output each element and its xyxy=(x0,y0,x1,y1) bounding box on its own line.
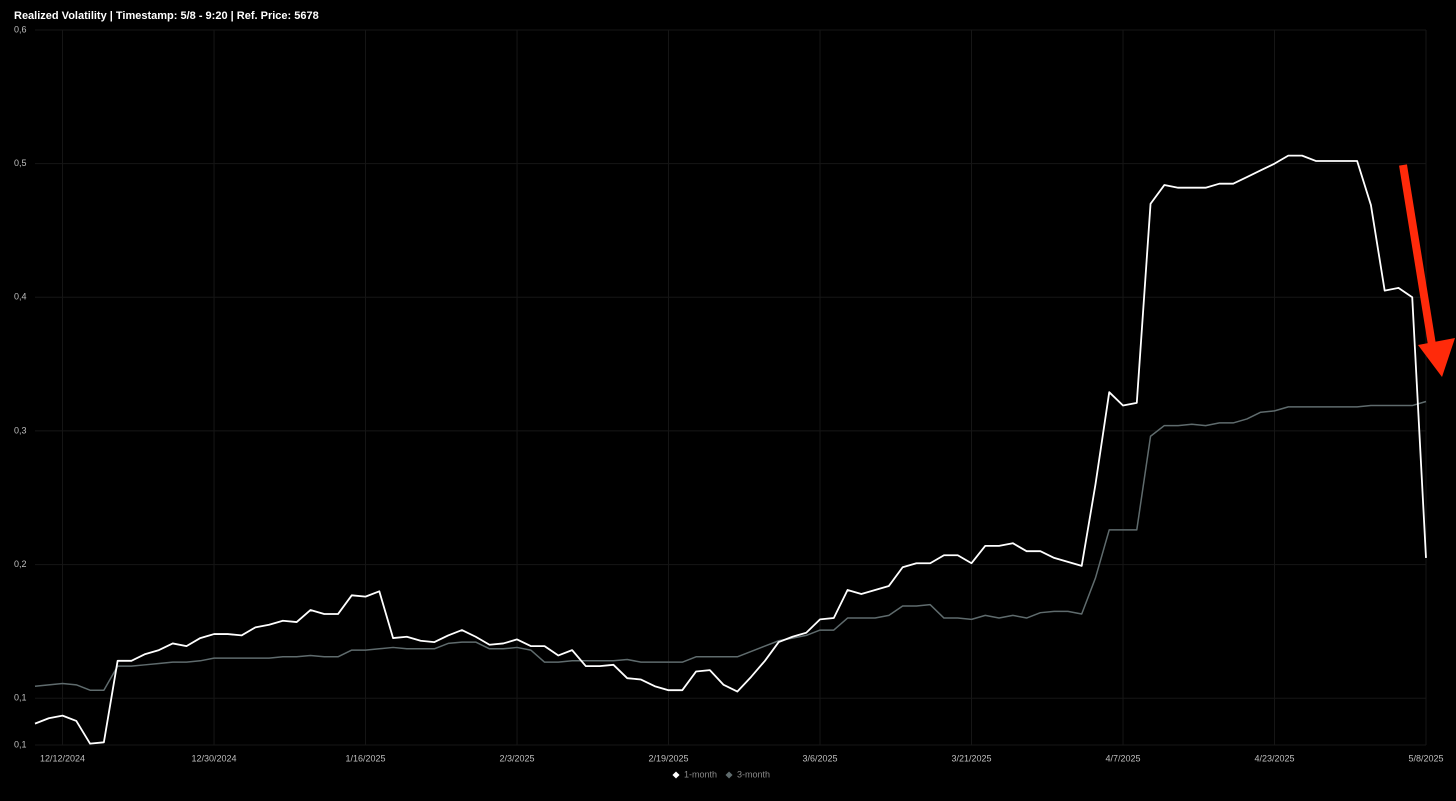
y-tick-label: 0,5 xyxy=(14,158,27,168)
legend-marker xyxy=(725,771,733,779)
annotation-arrow xyxy=(1399,164,1455,377)
x-tick-label: 3/21/2025 xyxy=(951,753,991,763)
x-tick-label: 1/16/2025 xyxy=(346,753,386,763)
series-line xyxy=(34,154,1427,745)
legend: 1-month 3-month xyxy=(672,769,770,779)
grid xyxy=(35,29,1427,746)
y-tick-label: 0,1 xyxy=(14,693,27,703)
y-tick-label: 0,4 xyxy=(14,292,27,302)
y-tick-label: 0,2 xyxy=(14,559,27,569)
arrow-shaft xyxy=(1399,164,1436,346)
x-tick-label: 12/12/2024 xyxy=(40,753,85,763)
x-tick-label: 5/8/2025 xyxy=(1408,753,1443,763)
x-tick-label: 4/23/2025 xyxy=(1254,753,1294,763)
x-tick-label: 4/7/2025 xyxy=(1105,753,1140,763)
y-tick-label: 0,3 xyxy=(14,425,27,435)
chart-title: Realized Volatility | Timestamp: 5/8 - 9… xyxy=(14,10,319,22)
y-tick-label: 0,6 xyxy=(14,24,27,34)
legend-label: 1-month xyxy=(684,769,717,779)
y-tick-label: 0,1 xyxy=(14,739,27,749)
lines xyxy=(34,154,1427,745)
x-tick-label: 12/30/2024 xyxy=(192,753,237,763)
legend-marker xyxy=(672,771,680,779)
x-tick-label: 2/19/2025 xyxy=(649,753,689,763)
x-tick-label: 2/3/2025 xyxy=(500,753,535,763)
legend-label: 3-month xyxy=(737,769,770,779)
x-tick-label: 3/6/2025 xyxy=(802,753,837,763)
arrow-head xyxy=(1418,338,1455,377)
series-line xyxy=(34,400,1427,691)
